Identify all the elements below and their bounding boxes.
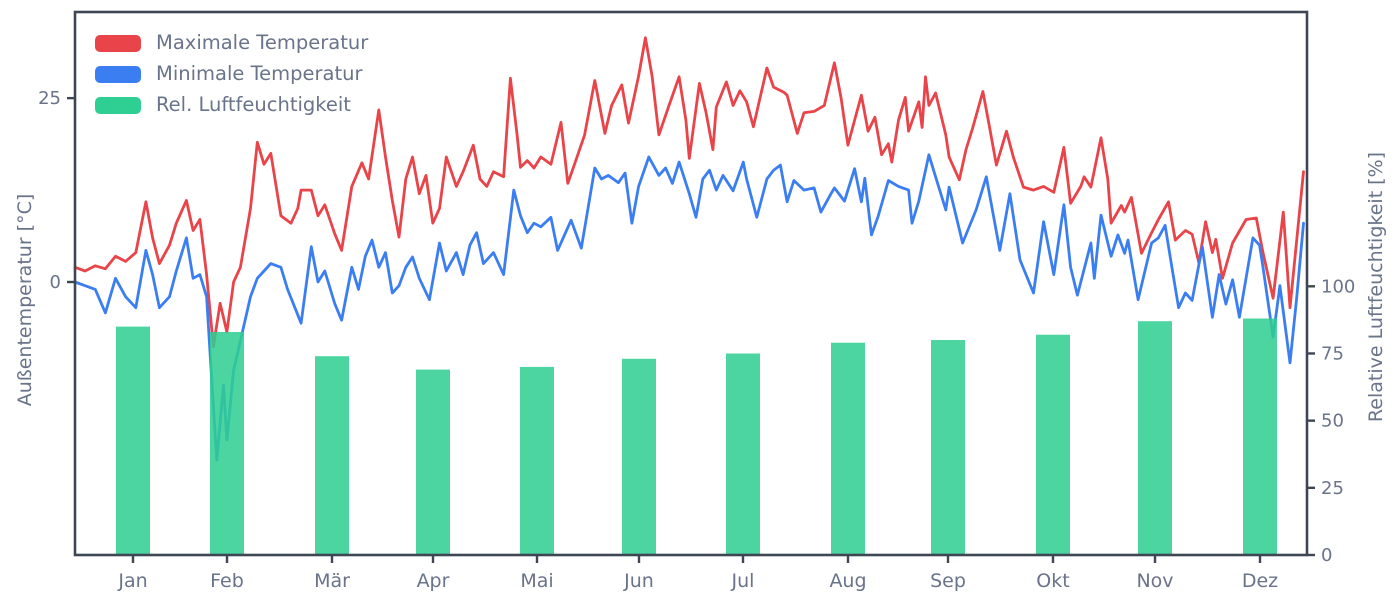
x-tick-label-dez: Dez [1242, 570, 1278, 592]
left-axis-tick-label: 25 [38, 88, 61, 109]
humidity-bar-nov [1138, 321, 1172, 554]
humidity-bar-aug [831, 342, 865, 554]
humidity-bar-jan [116, 326, 150, 554]
x-tick-label-apr: Apr [417, 570, 450, 592]
legend-item-max-temp: Maximale Temperatur [95, 32, 368, 54]
right-axis-tick-label: 25 [1321, 478, 1344, 499]
legend-label-max-temp: Maximale Temperatur [156, 31, 369, 54]
x-tick-label-okt: Okt [1036, 570, 1069, 592]
humidity-bar-jul [726, 353, 760, 554]
right-axis-tick-label: 75 [1321, 343, 1344, 364]
humidity-bar-mär [315, 356, 349, 554]
humidity-bar-feb [210, 332, 244, 554]
min-temp-swatch-icon [95, 65, 141, 83]
x-tick-label-mai: Mai [520, 570, 553, 592]
x-tick-label-jul: Jul [731, 570, 755, 592]
x-tick-label-mär: Mär [314, 570, 350, 592]
humidity-bar-jun [622, 358, 656, 554]
legend-label-min-temp: Minimale Temperatur [156, 62, 363, 85]
x-tick-label-jun: Jun [623, 570, 654, 592]
plot-frame [73, 10, 1309, 557]
right-axis-tick-label: 0 [1321, 545, 1332, 566]
left-axis-title: Außentemperatur [°C] [14, 194, 36, 407]
x-tick-label-nov: Nov [1136, 570, 1173, 592]
right-axis-tick-label: 50 [1321, 411, 1344, 432]
humidity-bar-mai [520, 366, 554, 554]
humidity-bar-sep [931, 340, 965, 554]
legend: Maximale Temperatur Minimale Temperatur … [95, 32, 368, 116]
humidity-bar-dez [1243, 318, 1277, 554]
humidity-bar-okt [1036, 334, 1070, 554]
left-axis-tick-label: 0 [50, 272, 61, 293]
legend-item-min-temp: Minimale Temperatur [95, 63, 368, 85]
legend-item-humidity: Rel. Luftfeuchtigkeit [95, 94, 368, 116]
min-temp-line [73, 153, 1305, 462]
humidity-bar-apr [416, 369, 450, 554]
max-temp-line [73, 36, 1305, 349]
max-temp-swatch-icon [95, 34, 141, 52]
legend-label-humidity: Rel. Luftfeuchtigkeit [156, 93, 351, 116]
humidity-swatch-icon [95, 96, 141, 114]
x-tick-label-sep: Sep [930, 570, 966, 592]
right-axis-title: Relative Luftfeuchtigkeit [%] [1365, 152, 1387, 422]
x-tick-label-aug: Aug [829, 570, 866, 592]
x-tick-label-feb: Feb [210, 570, 244, 592]
right-axis-tick-label: 100 [1321, 276, 1355, 297]
x-tick-label-jan: Jan [117, 570, 147, 592]
